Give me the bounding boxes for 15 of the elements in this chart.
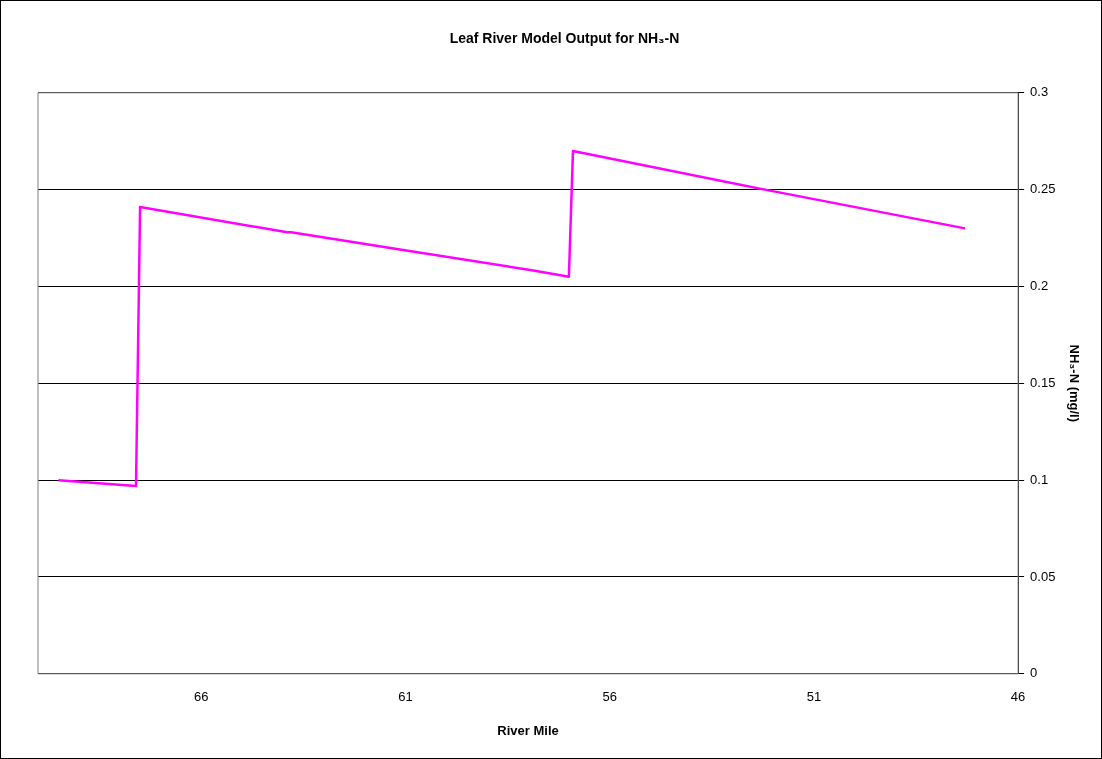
y-axis-title: NH₃-N (mg/l) <box>1066 344 1082 423</box>
y-tick-label: 0.05 <box>1030 568 1056 584</box>
y-tick-label: 0.2 <box>1030 278 1049 294</box>
x-tick-label: 56 <box>602 689 617 705</box>
y-tick-label: 0.3 <box>1030 84 1049 100</box>
x-tick-label: 66 <box>194 689 209 705</box>
y-tick-label: 0.1 <box>1030 471 1049 487</box>
x-tick-label: 46 <box>1010 689 1026 705</box>
chart-title: Leaf River Model Output for NH₃-N <box>449 30 680 47</box>
x-axis-title: River Mile <box>497 722 559 738</box>
y-tick-label: 0.15 <box>1030 374 1056 390</box>
x-tick-label: 61 <box>398 689 413 705</box>
y-tick-label: 0.25 <box>1030 181 1056 197</box>
x-tick-label: 51 <box>806 689 822 705</box>
y-tick-label: 0 <box>1030 665 1038 681</box>
